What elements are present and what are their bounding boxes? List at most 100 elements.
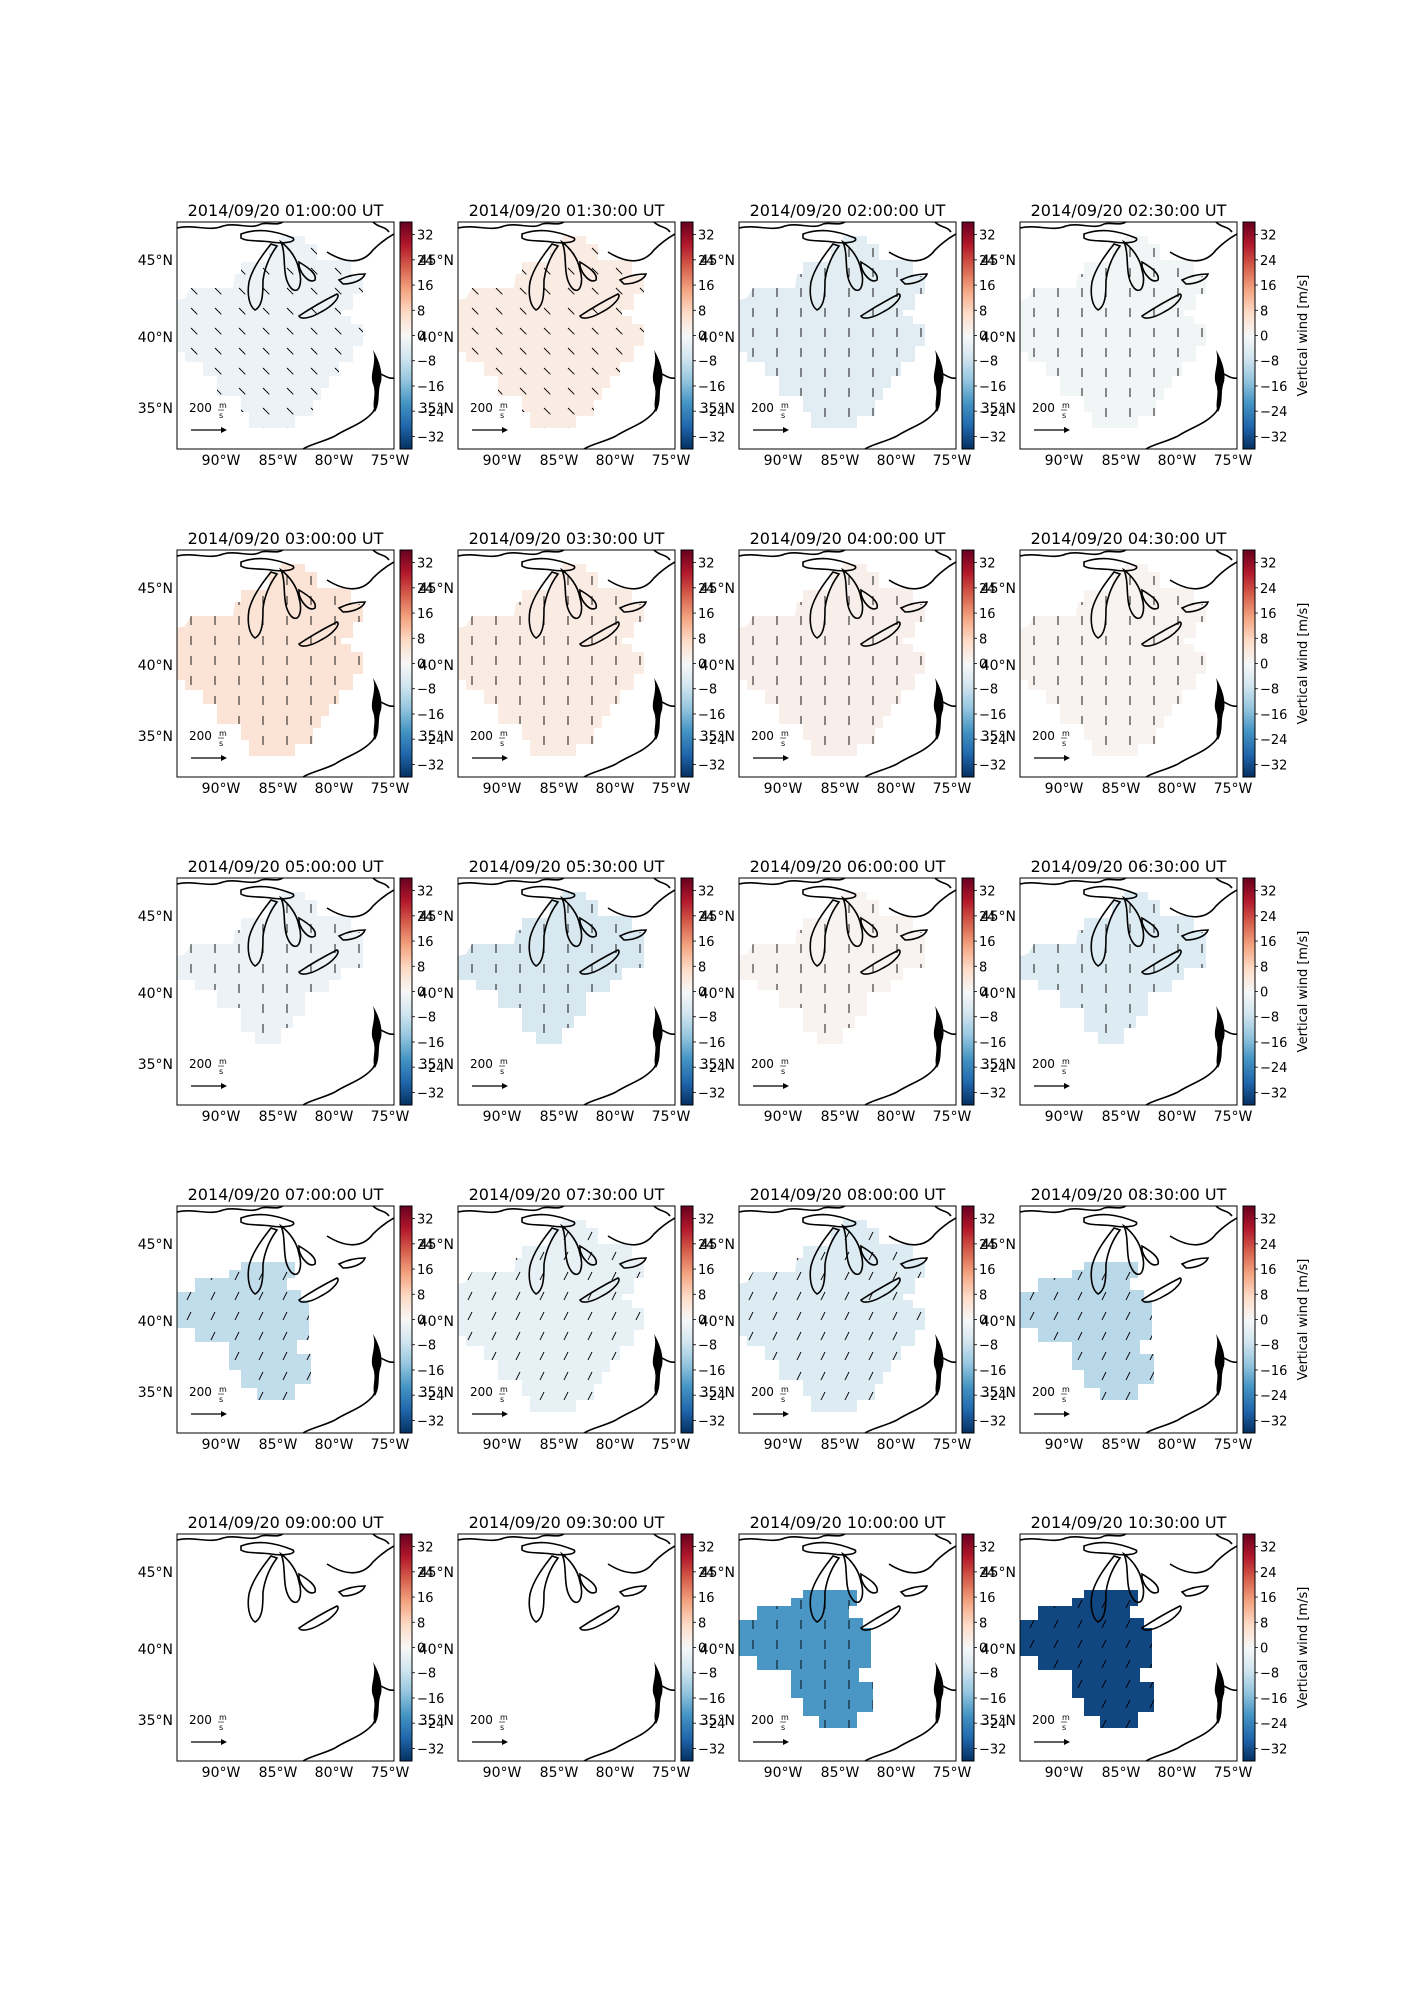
wind-arrow — [1078, 1412, 1082, 1420]
lon-label: 75°W — [1214, 453, 1253, 469]
lake-outline — [1141, 916, 1160, 938]
wind-arrow — [748, 1331, 754, 1341]
coast-north — [1020, 1206, 1237, 1246]
panel-title: 2014/09/20 07:00:00 UT — [188, 1185, 384, 1204]
reference-arrow-unit-den: s — [219, 1723, 223, 1732]
coast-east — [1145, 1357, 1237, 1433]
map-panel: 2014/09/20 04:00:00 UT 200 ms 45°N 40°N 35°N 9… — [700, 529, 1007, 797]
wind-arrow — [563, 1371, 569, 1381]
colorbar — [680, 877, 694, 1106]
lake-outline — [560, 567, 583, 620]
wind-arrow — [515, 1331, 521, 1341]
panel-title: 2014/09/20 08:00:00 UT — [750, 1185, 946, 1204]
chesapeake-bay — [933, 350, 944, 412]
wind-arrow — [1029, 1291, 1035, 1301]
colorbar-tick-label: 24 — [698, 254, 715, 269]
lat-label: 45°N — [419, 581, 454, 597]
lon-label: 90°W — [483, 1109, 522, 1125]
axes-frame — [738, 1533, 957, 1762]
lake-outline — [618, 601, 648, 613]
wind-arrow — [892, 1251, 898, 1261]
wind-arrow — [286, 387, 294, 395]
wind-arrow — [820, 1391, 826, 1401]
wind-arrow — [639, 367, 644, 375]
wind-arrow — [567, 427, 575, 428]
lon-label: 85°W — [540, 781, 579, 797]
lon-label: 75°W — [652, 781, 691, 797]
colorbar-tick-label: 16 — [1260, 1263, 1277, 1278]
axes-frame — [457, 1205, 676, 1434]
wind-arrow — [331, 1292, 335, 1300]
lake-outline — [1090, 571, 1122, 639]
wind-arrow — [1150, 1560, 1154, 1568]
colorbar-tick-label: −32 — [417, 758, 444, 773]
colorbar-tick-label: −24 — [698, 1389, 725, 1404]
reference-arrow-unit-den: s — [781, 739, 785, 748]
lon-label: 80°W — [315, 1437, 354, 1453]
wind-arrow — [234, 1331, 240, 1341]
wind-arrow — [1077, 1371, 1083, 1381]
colorbar-tick-label: 8 — [417, 1616, 425, 1631]
wind-arrow — [611, 1271, 617, 1281]
wind-arrow — [282, 1391, 288, 1400]
wind-arrow — [567, 267, 575, 275]
lon-label: 80°W — [877, 781, 916, 797]
chesapeake-bay — [371, 350, 382, 412]
chesapeake-bay — [1214, 1006, 1225, 1068]
wind-arrow — [844, 1351, 850, 1361]
wind-arrow — [1029, 1599, 1035, 1609]
colorbar-tick-label: 16 — [1260, 279, 1277, 294]
reference-arrow-unit-den: s — [1062, 1395, 1066, 1404]
coast-east — [302, 1029, 394, 1105]
lon-label: 75°W — [933, 453, 972, 469]
wind-arrow — [210, 1331, 216, 1341]
wind-region — [177, 1262, 311, 1400]
chesapeake-bay — [933, 1006, 944, 1068]
lake-outline — [279, 239, 302, 292]
lat-label: 45°N — [138, 1237, 173, 1253]
lat-label: 40°N — [138, 986, 173, 1002]
reference-arrow-unit-num: m — [781, 729, 789, 738]
colorbar-tick-label: −16 — [698, 708, 725, 723]
wind-arrow — [844, 1331, 850, 1341]
wind-arrow — [1101, 1371, 1107, 1381]
colorbar-tick-label: 0 — [979, 986, 987, 1001]
map-panel: 2014/09/20 08:00:00 UT 200 ms 45°N 40°N 35°N 9… — [700, 1185, 1007, 1453]
wind-arrow — [1054, 1560, 1058, 1568]
colorbar-tick-label: 8 — [1260, 1616, 1268, 1631]
lon-label: 90°W — [483, 1765, 522, 1781]
colorbar-tick-label: −32 — [1260, 1742, 1287, 1757]
lake-outline — [528, 571, 560, 639]
wind-arrow — [383, 428, 389, 434]
lon-label: 80°W — [877, 453, 916, 469]
colorbar-tick-label: −32 — [979, 1742, 1006, 1757]
wind-arrow — [543, 407, 551, 415]
wind-arrow — [331, 1312, 335, 1320]
colorbar-tick-label: 8 — [698, 1616, 706, 1631]
colorbar-tick-label: 8 — [417, 304, 425, 319]
wind-arrow — [190, 267, 198, 275]
colorbar-tick-label: 32 — [979, 557, 996, 572]
wind-arrow — [1101, 1659, 1107, 1669]
lake-outline — [279, 895, 302, 948]
lake-outline — [1141, 1572, 1160, 1594]
lat-label: 45°N — [700, 1565, 735, 1581]
wind-arrow — [543, 387, 551, 395]
lake-outline — [809, 571, 841, 639]
lon-label: 85°W — [1102, 1437, 1141, 1453]
wind-arrow — [186, 1291, 192, 1301]
wind-arrow — [258, 1291, 264, 1301]
axes-frame — [1019, 221, 1238, 450]
wind-arrow — [591, 247, 599, 255]
wind-arrow — [331, 1352, 335, 1360]
wind-arrow — [1101, 1291, 1107, 1301]
lake-outline — [860, 1244, 879, 1266]
wind-arrow — [1029, 1371, 1035, 1381]
colorbar-tick-label: −32 — [417, 1742, 444, 1757]
wind-arrow — [772, 1231, 778, 1241]
lake-outline — [860, 260, 879, 282]
coast-north — [739, 550, 956, 590]
colorbar — [961, 1533, 975, 1762]
lake-outline — [298, 1572, 317, 1594]
colorbar-tick-label: 24 — [979, 582, 996, 597]
